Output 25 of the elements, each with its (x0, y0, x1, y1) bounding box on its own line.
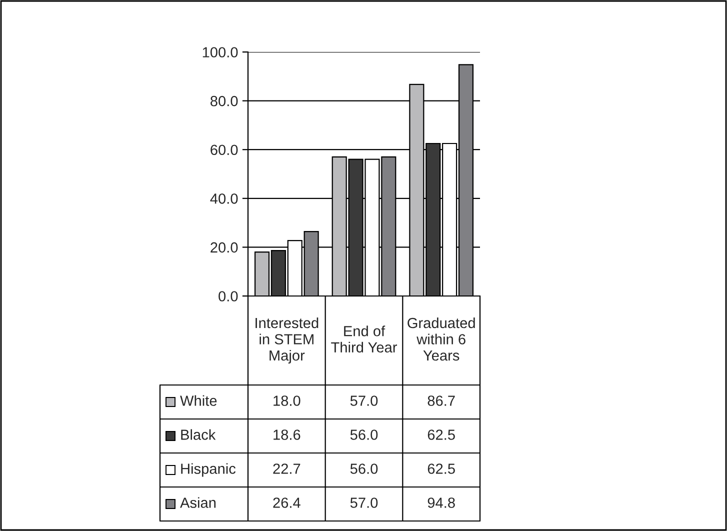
y-tick-label: 20.0 (210, 242, 238, 253)
data-label: 94.8 (428, 498, 455, 508)
y-tick-label: 100.0 (202, 47, 238, 58)
data-label: 22.7 (273, 464, 300, 474)
y-tick-label: 40.0 (210, 194, 238, 204)
x-tick-label: Graduated within 6 Years (408, 317, 475, 361)
data-label: 26.4 (273, 498, 300, 508)
data-label: 57.0 (350, 498, 378, 508)
data-label: 86.7 (428, 396, 455, 406)
y-tick-label: 80.0 (210, 96, 238, 106)
data-label: 18.0 (274, 396, 300, 406)
x-tick-label: Interested in STEM Major (256, 317, 318, 364)
legend-label: Black (181, 429, 216, 440)
legend-label: Asian (180, 497, 216, 508)
legend-label: Hispanic (181, 463, 236, 477)
data-label: 18.6 (274, 430, 300, 440)
data-label: 56.0 (350, 430, 378, 440)
legend-label: White (180, 395, 217, 406)
y-tick-label: 0.0 (218, 291, 238, 302)
data-label: 56.0 (350, 464, 378, 474)
y-tick-label: 60.0 (210, 144, 238, 156)
data-label: 62.5 (428, 430, 455, 440)
x-tick-label: End of Third Year (331, 326, 398, 353)
data-label: 62.5 (428, 464, 455, 474)
data-label: 57.0 (350, 396, 378, 406)
